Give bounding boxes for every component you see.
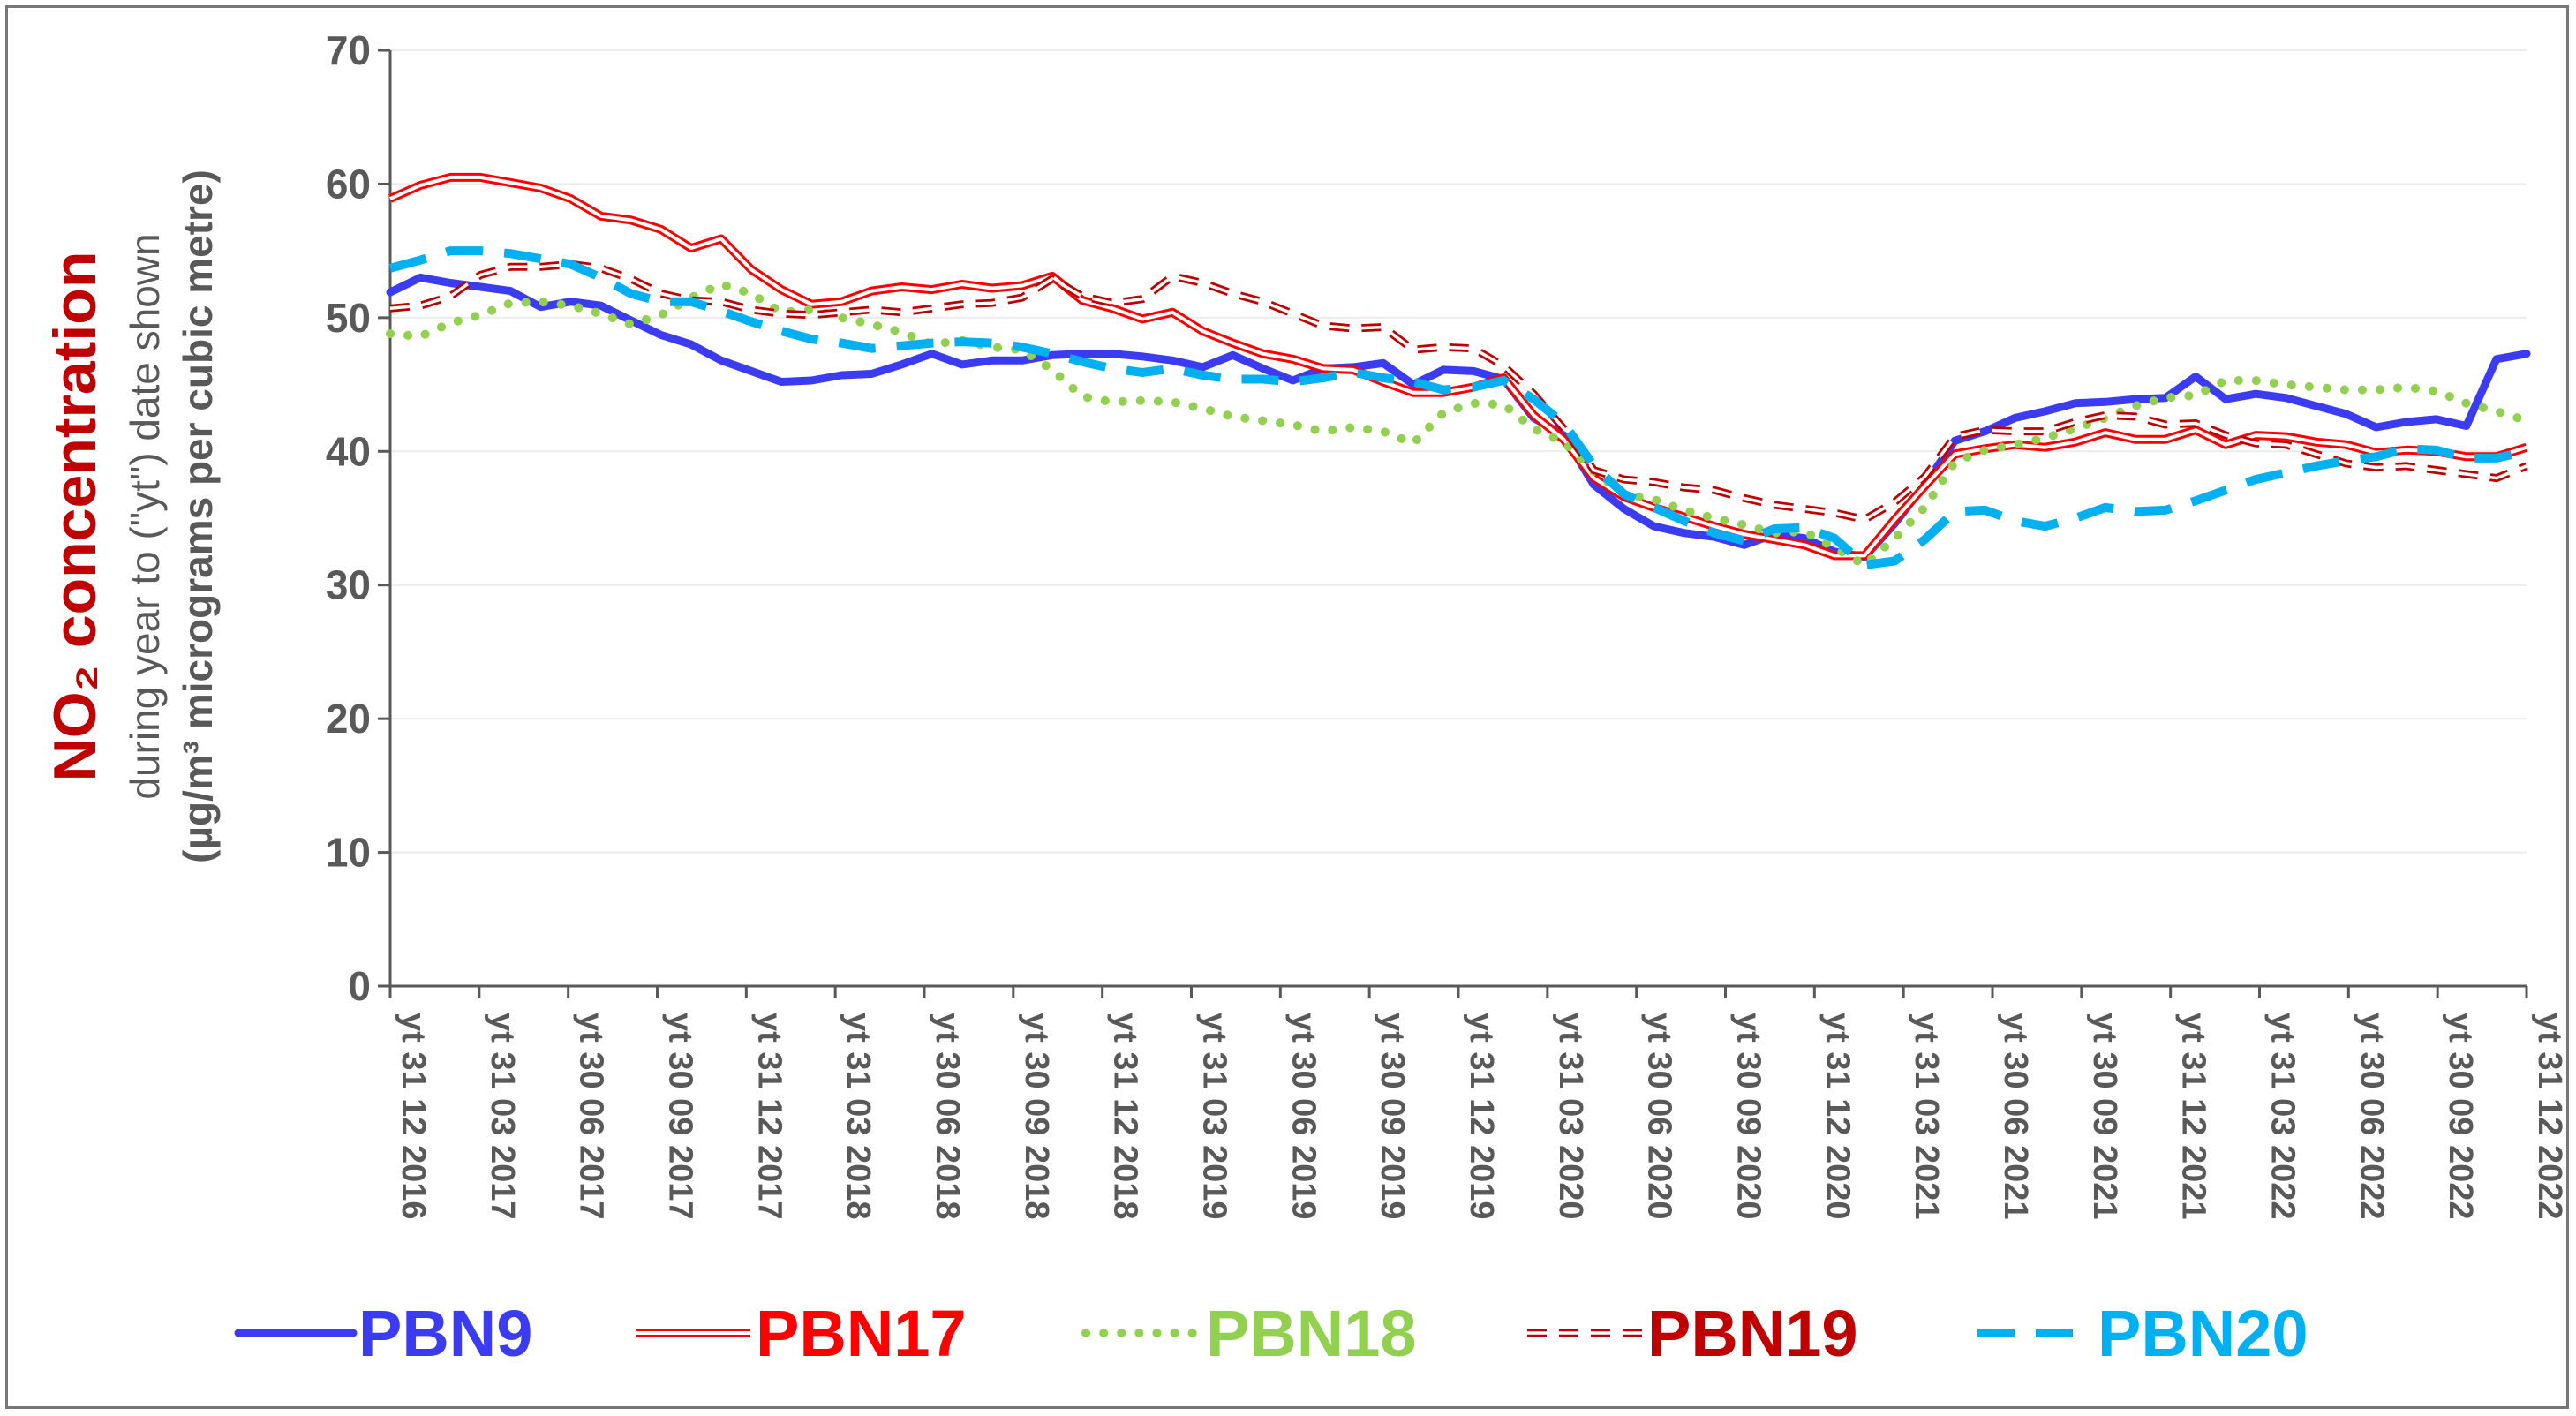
y-axis-title-unit: (µg/m³ micrograms per cubic metre) <box>175 169 221 863</box>
y-tick-labels: 0 10 20 30 40 50 60 70 <box>326 27 371 1009</box>
x-tick-label: yt 30 09 2017 <box>662 1013 699 1220</box>
x-tick-label: yt 30 09 2020 <box>1730 1013 1767 1220</box>
legend-label-pbn20: PBN20 <box>2098 1297 2309 1370</box>
series-line-pbn20 <box>388 246 2528 570</box>
y-axis-title-sub-text: during year to ("yt") date shown <box>122 233 168 799</box>
x-tick-label: yt 30 09 2021 <box>2086 1013 2123 1220</box>
x-tick-label: yt 31 12 2021 <box>2175 1013 2212 1220</box>
x-tick-label: yt 31 12 2018 <box>1107 1013 1144 1220</box>
y-tick-label: 0 <box>348 963 371 1009</box>
x-tick-label: yt 30 09 2018 <box>1018 1013 1055 1220</box>
series-line-pbn20-stroke <box>388 246 2528 570</box>
x-tick-label: yt 31 12 2020 <box>1819 1013 1856 1220</box>
series-line-pbn18 <box>386 279 2531 571</box>
x-tick-label: yt 31 12 2022 <box>2531 1013 2568 1220</box>
series-line-pbn17 <box>388 172 2528 561</box>
x-tick-label: yt 31 03 2020 <box>1552 1013 1589 1220</box>
x-tick-label: yt 31 03 2022 <box>2264 1013 2301 1220</box>
legend-label-pbn19: PBN19 <box>1647 1297 1858 1370</box>
axes <box>378 49 2528 998</box>
x-tick-label: yt 31 03 2021 <box>1908 1013 1945 1220</box>
y-axis-title-main-text: NO₂ concentration <box>41 252 109 782</box>
x-tick-label: yt 30 06 2020 <box>1641 1013 1678 1220</box>
series-line-pbn9 <box>386 273 2531 561</box>
x-tick-label: yt 31 12 2019 <box>1463 1013 1500 1220</box>
x-tick-label: yt 30 09 2019 <box>1374 1013 1411 1220</box>
gridlines <box>390 49 2527 854</box>
chart-frame <box>5 5 2569 1409</box>
x-tick-label: yt 30 09 2022 <box>2442 1013 2479 1220</box>
x-tick-label: yt 31 03 2018 <box>840 1013 877 1220</box>
series-line-pbn9-stroke <box>386 273 2531 561</box>
x-tick-label: yt 31 12 2017 <box>750 1013 787 1220</box>
legend-label-pbn9: PBN9 <box>358 1297 532 1370</box>
x-tick-label: yt 31 12 2016 <box>395 1013 432 1220</box>
y-axis-title-sub: during year to ("yt") date shown <box>122 233 168 799</box>
x-tick-label: yt 31 03 2017 <box>484 1013 521 1220</box>
y-tick-label: 30 <box>326 562 371 608</box>
y-axis-title: NO₂ concentration during year to ("yt") … <box>41 169 221 863</box>
x-tick-label: yt 30 06 2022 <box>2353 1013 2390 1220</box>
y-tick-label: 40 <box>326 428 371 474</box>
series-line-pbn19 <box>389 260 2528 524</box>
x-tick-label: yt 31 03 2019 <box>1196 1013 1233 1220</box>
x-tick-label: yt 30 06 2021 <box>1997 1013 2034 1220</box>
y-tick-label: 50 <box>326 295 371 341</box>
series-line-pbn17-inner <box>389 175 2527 558</box>
y-tick-label: 70 <box>326 27 371 73</box>
x-tick-label: yt 30 06 2018 <box>929 1013 966 1220</box>
y-axis-title-unit-text: (µg/m³ micrograms per cubic metre) <box>175 169 221 863</box>
series-lines <box>386 172 2531 571</box>
legend-label-pbn18: PBN18 <box>1206 1297 1417 1370</box>
y-tick-label: 20 <box>326 696 371 742</box>
y-tick-label: 60 <box>326 161 371 207</box>
y-tick-label: 10 <box>326 830 371 876</box>
series-line-pbn19-inner <box>389 262 2527 522</box>
x-tick-label: yt 30 06 2017 <box>573 1013 610 1220</box>
legend: PBN9 PBN17 PBN18 PBN19 PBN20 <box>234 1297 2309 1370</box>
y-axis-title-main: NO₂ concentration <box>41 252 109 782</box>
legend-label-pbn17: PBN17 <box>756 1297 967 1370</box>
x-tick-label: yt 30 06 2019 <box>1284 1013 1322 1220</box>
x-tick-labels: yt 31 12 2016 yt 31 03 2017 yt 30 06 2017 y… <box>395 1013 2568 1220</box>
series-line-pbn18-stroke <box>386 279 2531 571</box>
